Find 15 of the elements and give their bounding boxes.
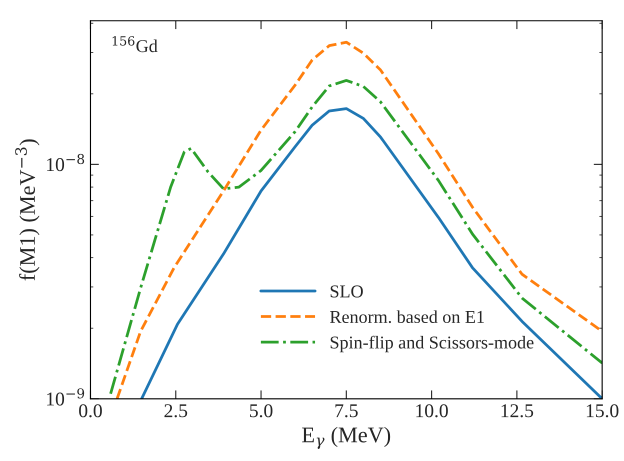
x-tick-label: 2.5 (164, 404, 188, 418)
line-series (140, 107, 602, 399)
x-tick-label: 15.0 (586, 404, 618, 418)
legend-label: Renorm. based on E1 (330, 310, 484, 324)
annotation: $^{156}$Gd (112, 36, 158, 52)
x-tick-label: 12.5 (502, 404, 534, 418)
x-tick-label: 0.0 (79, 404, 102, 418)
y-tick-label: 10$^{−8}$ (47, 154, 84, 172)
x-tick-label: 10.0 (416, 404, 448, 418)
legend-label: Spin-flip and Scissors-mode (330, 336, 534, 352)
legend-label: SLO (330, 285, 363, 298)
x-tick-label: 5.0 (250, 404, 272, 418)
y-axis-title: f(M1) (MeV$^{−3}$) (15, 139, 40, 281)
x-tick-label: 7.5 (335, 404, 358, 418)
x-axis-title: E$_{γ}$ (MeV) (302, 426, 390, 449)
